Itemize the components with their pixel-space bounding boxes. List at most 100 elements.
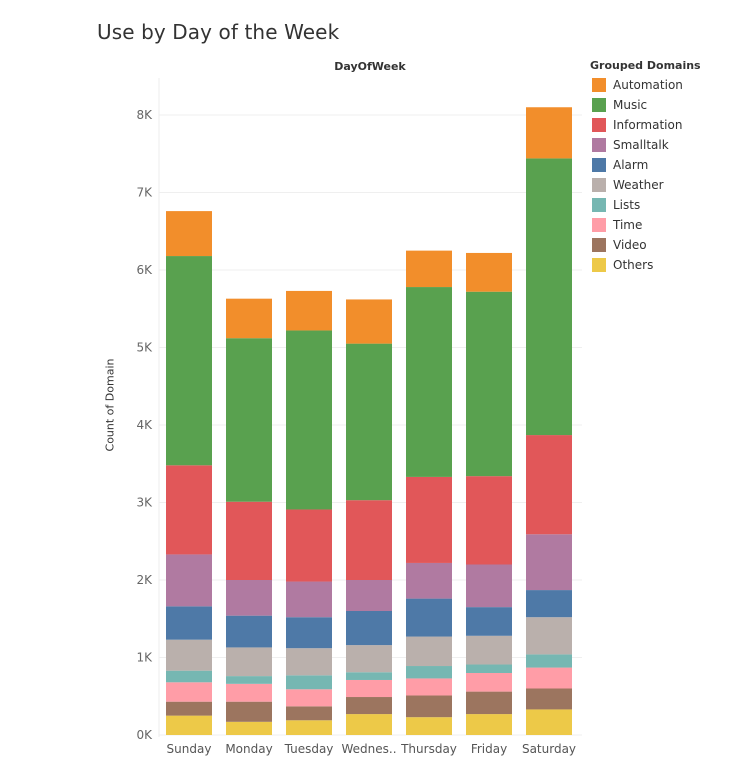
bar-monday[interactable] [226,298,272,735]
bar-sunday[interactable] [166,211,212,735]
y-tick-label: 0K [136,728,153,742]
segment-weather[interactable] [226,647,272,677]
segment-automation[interactable] [346,299,392,344]
segment-weather[interactable] [526,617,572,655]
segment-video[interactable] [526,688,572,710]
segment-weather[interactable] [166,639,212,671]
segment-music[interactable] [466,291,512,477]
segment-alarm[interactable] [466,607,512,636]
bar-friday[interactable] [466,252,512,735]
segment-music[interactable] [526,158,572,436]
segment-music[interactable] [166,256,212,466]
legend-item-alarm[interactable]: Alarm [590,155,701,175]
legend-swatch [592,118,606,132]
segment-weather[interactable] [286,648,332,676]
segment-others[interactable] [466,714,512,735]
segment-others[interactable] [226,721,272,735]
segment-video[interactable] [226,701,272,722]
segment-music[interactable] [346,343,392,501]
segment-lists[interactable] [406,666,452,679]
segment-smalltalk[interactable] [466,564,512,608]
segment-music[interactable] [226,338,272,502]
segment-smalltalk[interactable] [526,534,572,591]
legend-swatch [592,218,606,232]
legend-item-music[interactable]: Music [590,95,701,115]
segment-smalltalk[interactable] [346,580,392,611]
bar-saturday[interactable] [526,107,572,735]
segment-automation[interactable] [526,107,572,159]
legend-item-others[interactable]: Others [590,255,701,275]
segment-lists[interactable] [466,664,512,673]
bar-wednesday[interactable] [346,299,392,735]
legend-item-time[interactable]: Time [590,215,701,235]
segment-lists[interactable] [166,670,212,683]
legend-label: Automation [613,78,683,92]
segment-music[interactable] [286,330,332,510]
segment-information[interactable] [286,509,332,582]
segment-video[interactable] [346,697,392,715]
segment-alarm[interactable] [346,611,392,646]
legend-item-video[interactable]: Video [590,235,701,255]
segment-smalltalk[interactable] [286,581,332,618]
bar-thursday[interactable] [406,250,452,735]
segment-alarm[interactable] [286,617,332,649]
segment-time[interactable] [286,689,332,707]
y-axis: 0K 1K 2K 3K 4K 5K 6K 7K 8K [136,108,153,742]
segment-weather[interactable] [346,645,392,673]
segment-others[interactable] [526,709,572,735]
segment-time[interactable] [466,673,512,692]
segment-time[interactable] [526,667,572,689]
segment-information[interactable] [226,501,272,580]
segment-alarm[interactable] [226,615,272,648]
segment-automation[interactable] [166,211,212,257]
segment-others[interactable] [286,720,332,735]
legend-item-information[interactable]: Information [590,115,701,135]
segment-video[interactable] [166,701,212,716]
segment-automation[interactable] [406,250,452,288]
column-header: DayOfWeek [334,60,406,73]
segment-information[interactable] [526,435,572,535]
segment-lists[interactable] [526,654,572,668]
segment-automation[interactable] [286,290,332,331]
segment-weather[interactable] [406,636,452,667]
segment-smalltalk[interactable] [166,554,212,607]
segment-video[interactable] [286,706,332,721]
segment-time[interactable] [226,683,272,702]
segment-others[interactable] [346,714,392,735]
segment-information[interactable] [166,465,212,555]
legend-swatch [592,138,606,152]
bar-tuesday[interactable] [286,290,332,735]
segment-information[interactable] [406,476,452,563]
segment-weather[interactable] [466,635,512,665]
segment-video[interactable] [406,695,452,718]
legend-item-lists[interactable]: Lists [590,195,701,215]
segment-lists[interactable] [286,675,332,690]
segment-smalltalk[interactable] [226,580,272,616]
segment-smalltalk[interactable] [406,562,452,599]
segment-video[interactable] [466,691,512,715]
segment-information[interactable] [346,500,392,580]
segment-lists[interactable] [226,676,272,684]
segment-time[interactable] [166,682,212,702]
legend-item-automation[interactable]: Automation [590,75,701,95]
segment-others[interactable] [406,717,452,735]
legend-swatch [592,158,606,172]
legend-item-smalltalk[interactable]: Smalltalk [590,135,701,155]
y-tick-label: 3K [136,496,153,510]
legend-swatch [592,78,606,92]
segment-alarm[interactable] [406,598,452,637]
segment-alarm[interactable] [166,606,212,640]
segment-others[interactable] [166,715,212,735]
segment-information[interactable] [466,476,512,565]
segment-music[interactable] [406,287,452,477]
x-tick-label: Tuesday [284,742,334,756]
segment-alarm[interactable] [526,590,572,618]
segment-automation[interactable] [466,252,512,292]
legend-label: Others [613,258,654,272]
segment-lists[interactable] [346,672,392,680]
segment-time[interactable] [346,679,392,698]
segment-time[interactable] [406,678,452,696]
x-tick-label: Thursday [400,742,457,756]
segment-automation[interactable] [226,298,272,339]
legend-item-weather[interactable]: Weather [590,175,701,195]
